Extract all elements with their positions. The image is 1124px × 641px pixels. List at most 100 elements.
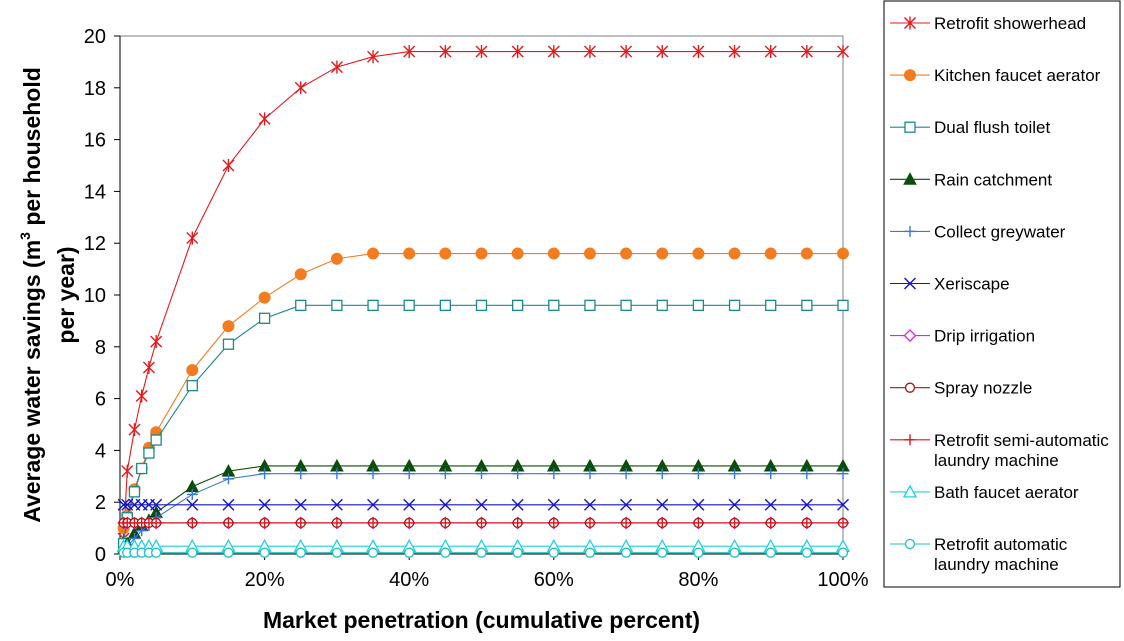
y-axis-title-line2: per year) [53,246,79,343]
data-point [143,447,155,459]
data-point [186,517,198,529]
data-point [186,498,199,511]
data-point [657,547,668,558]
data-point [728,498,741,511]
legend-marker [904,434,916,446]
data-point [692,468,704,480]
data-point [331,517,343,529]
data-point [439,468,451,480]
marker-shape [295,299,307,312]
data-point [620,299,632,312]
y-tick-label: 4 [95,440,106,462]
data-point [142,361,155,375]
data-point [511,45,524,59]
data-point [837,299,849,312]
data-point [656,498,669,511]
marker-shape [403,247,416,260]
legend-label: Xeriscape [934,275,1010,294]
legend-marker [904,225,916,237]
data-point [367,517,379,529]
legend-label: Drip irrigation [934,327,1035,346]
data-point [620,468,632,480]
marker-shape [331,547,343,558]
marker-shape [692,299,705,312]
data-point [223,547,234,558]
axes: 0 2 4 6 8 10 12 14 16 18 20 0% 20% 40% 60% 80% 100% [84,26,869,591]
legend-label: Bath faucet aerator [934,483,1079,502]
marker-stroke [222,498,235,511]
y-tick-label: 16 [84,130,106,152]
data-point [258,291,271,304]
marker-shape [693,547,704,558]
marker-shape [801,299,813,312]
data-point [584,547,596,558]
data-point [331,547,343,558]
data-point [475,299,488,312]
data-point [511,498,524,511]
data-point [150,434,162,446]
marker-shape [150,547,162,558]
marker-shape [728,299,741,312]
data-point [403,498,416,511]
data-point [258,112,271,126]
data-point [837,468,849,480]
marker-stroke [583,498,596,511]
y-axis-title-text: Average water savings (m [19,240,45,523]
data-point [367,247,380,260]
data-point [729,517,741,529]
legend-label: laundry machine [934,451,1059,470]
marker-shape [903,172,917,185]
data-point [692,45,705,59]
data-point [801,517,813,529]
y-tick-label: 20 [84,26,106,48]
marker-stroke [728,498,741,511]
legend-entry: Bath faucet aerator [890,483,1079,502]
data-point [330,498,343,511]
marker-shape [620,299,632,312]
marker-shape [439,299,452,312]
data-point [294,498,307,511]
data-point [403,468,415,480]
legend-entry: Retrofit showerhead [890,14,1086,33]
data-point [121,464,134,478]
marker-stroke [620,498,633,511]
series-dual-flush-toilet [117,299,849,550]
marker-stroke [294,498,307,511]
y-tick-label: 10 [84,285,106,307]
y-axis-title-line1: Average water savings (m3 per household [17,67,45,523]
data-point [331,468,343,480]
data-point [259,517,271,529]
x-tick-label: 40% [389,569,429,591]
data-point [367,498,380,511]
data-point [837,517,849,529]
x-tick-label: 100% [817,569,868,591]
legend-marker [904,382,916,393]
marker-stroke [511,498,524,511]
marker-shape [904,382,916,393]
legend-marker [904,16,916,30]
legend-marker [902,484,918,498]
x-tick-label: 0% [106,569,135,591]
data-point [765,517,777,529]
legend-entry: Collect greywater [890,222,1066,241]
marker-stroke [656,498,669,511]
marker-shape [583,247,596,260]
marker-shape [904,121,916,133]
data-point [729,468,741,480]
data-point [801,299,813,312]
data-point [512,299,524,312]
marker-shape [330,252,343,265]
marker-shape [331,299,343,312]
data-point [656,299,668,312]
series-layer [116,45,851,558]
data-point [548,547,559,558]
data-point [150,335,163,349]
data-point [331,299,343,312]
x-axis-title: Market penetration (cumulative percent) [263,607,700,633]
marker-shape [294,268,307,281]
marker-shape [692,247,705,260]
marker-shape [150,434,162,446]
data-point [439,45,452,59]
data-point [135,389,148,403]
y-axis-title: Average water savings (m3 per household … [17,67,79,523]
